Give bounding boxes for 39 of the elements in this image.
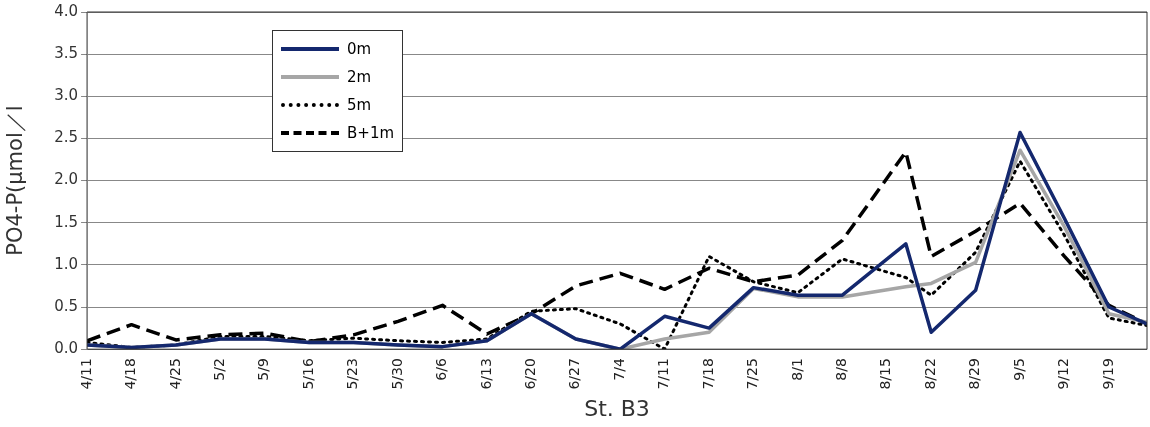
x-tick-label: 4/18	[122, 358, 139, 390]
y-tick-label: 3.0	[54, 86, 79, 105]
x-tick-label: 9/12	[1055, 358, 1072, 390]
legend-label: 5m	[347, 96, 372, 114]
y-axis-title: PO4-P(μmol／l	[3, 105, 28, 256]
x-tick-label: 8/22	[921, 358, 938, 390]
y-tick-label: 3.5	[54, 44, 79, 63]
x-tick-label: 6/13	[477, 358, 494, 390]
y-tick-label: 2.5	[54, 128, 79, 147]
legend-label: 2m	[347, 68, 372, 86]
y-tick-label: 1.0	[54, 254, 79, 273]
y-tick-label: 1.5	[54, 212, 79, 231]
x-tick-label: 7/18	[699, 358, 716, 390]
x-tick-label: 6/6	[433, 358, 450, 381]
x-tick-label: 4/25	[166, 358, 183, 390]
x-tick-label: 8/1	[788, 358, 805, 381]
x-tick-label: 8/15	[877, 358, 894, 390]
x-tick-label: 5/2	[210, 358, 227, 381]
y-tick-label: 2.0	[54, 170, 79, 189]
x-tick-label: 9/19	[1099, 358, 1116, 390]
y-tick-label: 0.0	[54, 339, 79, 358]
x-tick-label: 5/23	[344, 358, 361, 390]
x-tick-label: 9/5	[1010, 358, 1027, 381]
x-tick-label: 4/11	[77, 358, 94, 390]
x-tick-label: 7/4	[610, 358, 627, 381]
x-tick-label: 8/8	[832, 358, 849, 381]
y-tick-label: 4.0	[54, 1, 79, 20]
x-tick-label: 6/27	[566, 358, 583, 390]
x-tick-label: 7/11	[655, 358, 672, 390]
x-tick-label: 8/29	[966, 358, 983, 390]
x-tick-label: 6/20	[521, 358, 538, 390]
y-tick-label: 0.5	[54, 296, 79, 315]
x-tick-label: 5/16	[299, 358, 316, 390]
legend-label: 0m	[347, 40, 372, 58]
legend-label: B+1m	[347, 124, 395, 142]
x-tick-label: 7/25	[744, 358, 761, 390]
x-axis-title: St. B3	[584, 395, 650, 421]
x-tick-label: 5/9	[255, 358, 272, 381]
x-tick-label: 5/30	[388, 358, 405, 390]
